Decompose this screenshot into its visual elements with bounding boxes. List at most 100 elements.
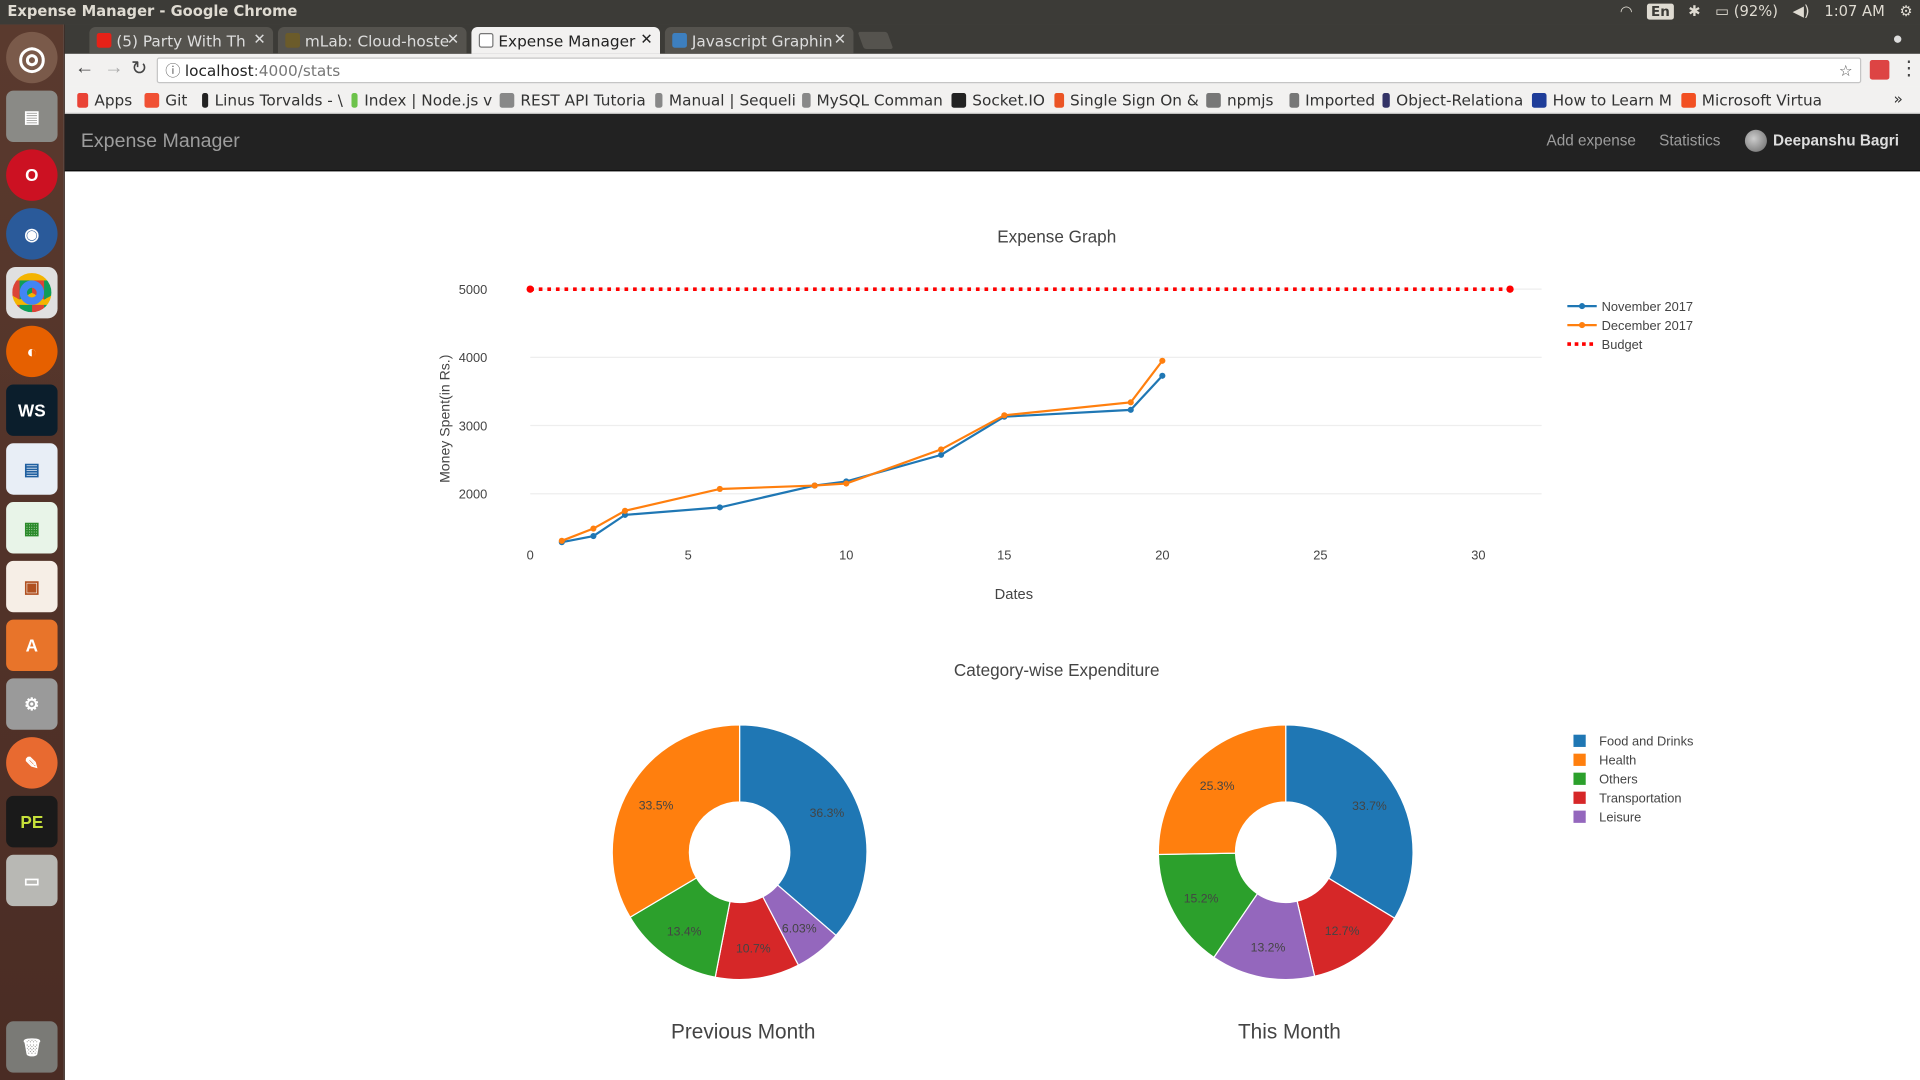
nav-add-expense[interactable]: Add expense xyxy=(1546,132,1636,150)
battery-indicator[interactable]: ▭ (92%) xyxy=(1715,2,1778,19)
data-point[interactable] xyxy=(1506,285,1514,293)
bookmark-item[interactable]: Linus Torvalds - \ xyxy=(202,91,343,109)
trash-icon[interactable]: 🗑 xyxy=(6,1021,58,1073)
data-point[interactable] xyxy=(1127,399,1134,406)
webstorm-icon[interactable]: WS xyxy=(6,384,58,436)
y-tick-label: 4000 xyxy=(459,350,488,365)
profile-icon[interactable]: ● xyxy=(1892,28,1903,48)
legend-item[interactable]: Food and Drinks xyxy=(1573,734,1693,749)
reload-button[interactable]: ↻ xyxy=(131,58,148,80)
firefox-dev-icon[interactable]: ◉ xyxy=(6,208,58,260)
data-point[interactable] xyxy=(716,485,723,493)
files-icon[interactable]: ▤ xyxy=(6,90,58,143)
pie-slice[interactable] xyxy=(1157,724,1287,856)
legend-item[interactable]: November 2017 xyxy=(1567,299,1693,314)
calc-icon[interactable]: ▦ xyxy=(6,502,58,554)
keyboard-language[interactable]: En xyxy=(1647,3,1674,19)
tab-mlab[interactable]: mLab: Cloud-hoste ✕ xyxy=(277,26,467,54)
brand[interactable]: Expense Manager xyxy=(80,131,240,152)
legend-item[interactable]: Leisure xyxy=(1573,810,1641,825)
bookmark-item[interactable]: Object-Relationa xyxy=(1382,91,1523,109)
data-point[interactable] xyxy=(590,532,597,540)
address-bar[interactable]: ⓘ localhost:4000/stats ☆ xyxy=(156,57,1862,84)
data-point[interactable] xyxy=(843,480,850,487)
chrome-icon[interactable] xyxy=(6,266,58,319)
legend-marker xyxy=(1578,303,1586,310)
bookmark-item[interactable]: Manual | Sequeli xyxy=(655,91,796,109)
x-tick-label: 0 xyxy=(527,548,534,563)
legend-item[interactable]: Others xyxy=(1573,772,1638,787)
pycharm-icon[interactable]: PE xyxy=(6,795,58,848)
clock[interactable]: 1:07 AM xyxy=(1824,2,1885,20)
data-point[interactable] xyxy=(1159,372,1166,379)
slice-label: 15.2% xyxy=(1184,892,1219,906)
data-point[interactable] xyxy=(938,451,945,458)
slice-label: 25.3% xyxy=(1200,779,1235,793)
postman-icon[interactable]: ✎ xyxy=(6,737,58,789)
data-point[interactable] xyxy=(526,285,534,293)
opera-icon[interactable]: O xyxy=(6,149,58,201)
bluetooth-icon[interactable]: ✱ xyxy=(1688,2,1701,20)
bookmarks-overflow-icon[interactable]: » xyxy=(1893,89,1903,108)
bookmark-item[interactable]: Imported xyxy=(1289,91,1375,109)
firefox-icon[interactable]: ◐ xyxy=(6,325,58,378)
pie-slice[interactable] xyxy=(1285,724,1414,920)
impress-icon[interactable]: ▣ xyxy=(6,560,58,613)
bookmark-icon xyxy=(499,92,515,108)
data-point[interactable] xyxy=(811,482,818,489)
bookmark-label: REST API Tutoria xyxy=(520,90,646,109)
menu-icon[interactable]: ⋮ xyxy=(1899,58,1919,80)
software-center-icon[interactable]: A xyxy=(6,619,58,672)
bookmark-item[interactable]: npmjs xyxy=(1206,91,1282,109)
slice-label: 13.4% xyxy=(667,925,702,939)
user-menu[interactable]: Deepanshu Bagri xyxy=(1744,129,1899,152)
data-point[interactable] xyxy=(621,507,629,514)
pie-legend: Food and Drinks Health Others Transportatio… xyxy=(1573,734,1693,825)
bookmark-item[interactable]: REST API Tutoria xyxy=(499,90,647,109)
data-point[interactable] xyxy=(590,525,597,532)
disk-icon[interactable]: ▭ xyxy=(6,854,58,907)
close-icon[interactable]: ✕ xyxy=(253,30,266,48)
data-point[interactable] xyxy=(1159,357,1166,364)
tab-javascript-graphing[interactable]: Javascript Graphin ✕ xyxy=(664,26,854,54)
gmail-extension-icon[interactable] xyxy=(1869,60,1890,80)
close-icon[interactable]: ✕ xyxy=(833,30,847,48)
settings-icon[interactable]: ⚙ xyxy=(6,678,58,730)
legend-item[interactable]: Budget xyxy=(1567,337,1643,352)
ubuntu-dash-icon[interactable]: ◎ xyxy=(6,31,58,84)
back-button[interactable]: ← xyxy=(74,57,95,79)
tab-expense-manager[interactable]: Expense Manager ✕ xyxy=(471,26,661,54)
legend-item[interactable]: December 2017 xyxy=(1567,318,1693,333)
bookmark-item[interactable]: Microsoft Virtua xyxy=(1681,91,1822,109)
star-icon[interactable]: ☆ xyxy=(1838,61,1853,80)
close-icon[interactable]: ✕ xyxy=(446,30,460,48)
wifi-icon[interactable]: ◠ xyxy=(1619,2,1633,20)
writer-icon[interactable]: ▤ xyxy=(6,443,58,495)
series-line xyxy=(561,375,1164,544)
bookmark-item[interactable]: Single Sign On & xyxy=(1054,91,1199,109)
bookmark-label: Manual | Sequeli xyxy=(668,90,796,109)
bookmark-item[interactable]: Apps xyxy=(77,91,132,109)
legend-item[interactable]: Health xyxy=(1573,753,1636,768)
bookmark-item[interactable]: Socket.IO xyxy=(951,91,1049,109)
bookmark-item[interactable]: MySQL Comman xyxy=(802,91,943,109)
data-point[interactable] xyxy=(716,504,723,511)
data-point[interactable] xyxy=(1001,412,1008,419)
bookmark-item[interactable]: How to Learn M xyxy=(1531,91,1673,109)
data-point[interactable] xyxy=(1127,406,1134,413)
legend-label: Transportation xyxy=(1599,791,1681,806)
forward-button[interactable]: → xyxy=(104,57,124,79)
data-point[interactable] xyxy=(938,446,945,453)
data-point[interactable] xyxy=(558,537,565,544)
nav-statistics[interactable]: Statistics xyxy=(1659,132,1721,150)
close-icon[interactable]: ✕ xyxy=(640,30,653,48)
bookmark-item[interactable]: Git xyxy=(144,91,193,109)
volume-icon[interactable]: ◀) xyxy=(1792,2,1810,20)
tab-youtube[interactable]: (5) Party With Th ✕ xyxy=(89,26,274,54)
new-tab-button[interactable] xyxy=(857,31,894,49)
pie-slice[interactable] xyxy=(738,724,868,937)
pie-slice[interactable] xyxy=(611,724,741,919)
bookmark-item[interactable]: Index | Node.js v xyxy=(351,91,492,109)
gear-icon[interactable]: ⚙ xyxy=(1899,2,1913,20)
legend-item[interactable]: Transportation xyxy=(1573,791,1682,806)
